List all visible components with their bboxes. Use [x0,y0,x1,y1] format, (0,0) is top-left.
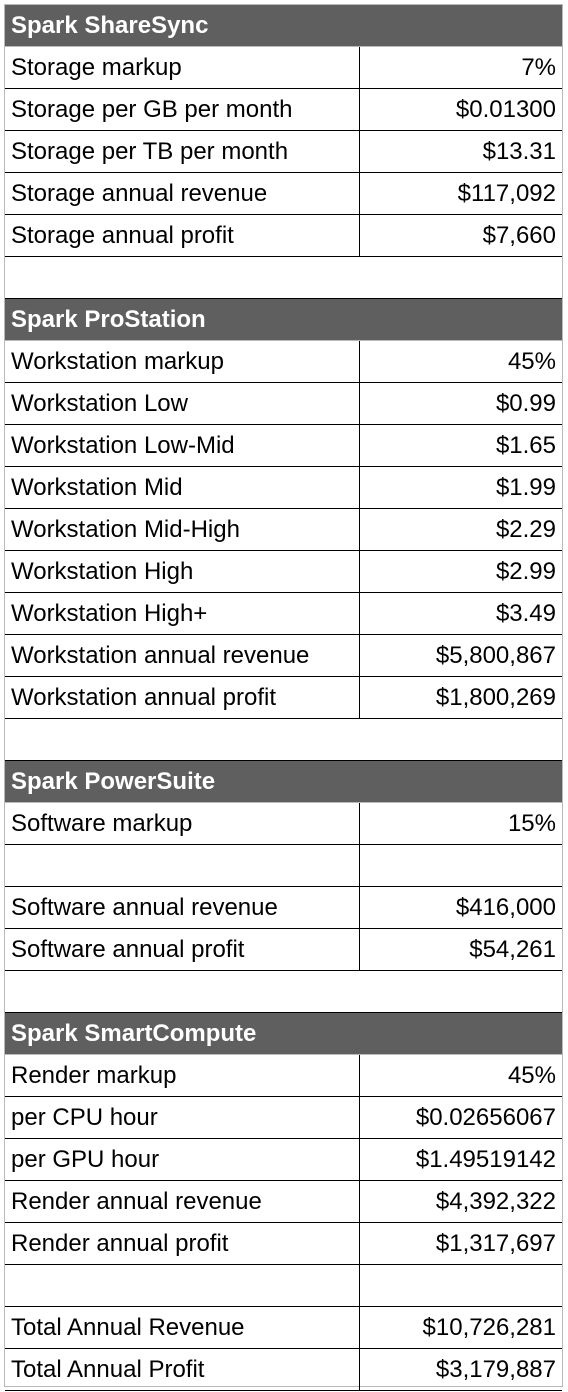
row-label[interactable] [5,1265,360,1306]
table-row[interactable]: Storage per TB per month $13.31 [5,131,562,173]
table-row[interactable]: Render annual profit $1,317,697 [5,1223,562,1265]
row-value[interactable] [360,1265,562,1306]
row-label[interactable]: Storage annual revenue [5,173,360,214]
table-row[interactable]: Software annual profit $54,261 [5,929,562,971]
table-row[interactable]: per CPU hour $0.02656067 [5,1097,562,1139]
row-label[interactable]: Storage annual profit [5,215,360,256]
total-profit-row[interactable]: Total Annual Profit $3,179,887 [5,1349,562,1391]
table-row[interactable]: Workstation High $2.99 [5,551,562,593]
row-value[interactable]: $0.02656067 [415,1103,556,1131]
row-value[interactable]: $117,092 [457,179,556,207]
empty-row[interactable] [5,971,562,1013]
section-header-sharesync[interactable]: Spark ShareSync [5,5,562,47]
row-label[interactable]: Software annual revenue [5,887,360,928]
row-value[interactable]: 45% [507,347,556,375]
table-row[interactable]: Workstation markup 45% [5,341,562,383]
row-value[interactable]: $54,261 [469,935,556,963]
row-label[interactable]: Storage per GB per month [5,89,360,130]
table-row[interactable]: Workstation annual profit $1,800,269 [5,677,562,719]
row-value[interactable]: 45% [507,1061,556,1089]
row-value[interactable]: $416,000 [455,893,556,921]
table-row[interactable]: Software annual revenue $416,000 [5,887,562,929]
empty-row[interactable] [5,1265,562,1307]
row-label[interactable]: Total Annual Profit [5,1349,360,1390]
row-value[interactable]: $1.65 [495,431,556,459]
table-row[interactable]: Render annual revenue $4,392,322 [5,1181,562,1223]
total-revenue-row[interactable]: Total Annual Revenue $10,726,281 [5,1307,562,1349]
row-value[interactable]: $4,392,322 [435,1187,556,1215]
row-label[interactable]: Workstation Low [5,383,360,424]
row-label[interactable]: Storage per TB per month [5,131,360,172]
row-value[interactable]: $7,660 [482,221,556,249]
table-row[interactable]: Workstation Mid-High $2.29 [5,509,562,551]
row-label[interactable]: Workstation Mid [5,467,360,508]
row-label[interactable]: Render annual profit [5,1223,360,1264]
row-value[interactable] [360,845,562,886]
row-value[interactable]: $2.29 [495,515,556,543]
row-label[interactable]: Total Annual Revenue [5,1307,360,1348]
empty-row[interactable] [5,257,562,299]
row-value[interactable]: $0.99 [495,389,556,417]
row-value[interactable]: $13.31 [482,137,556,165]
empty-row[interactable] [5,719,562,761]
row-label[interactable]: Render markup [5,1055,360,1096]
row-value[interactable]: 7% [521,53,556,81]
table-row[interactable]: Storage per GB per month $0.01300 [5,89,562,131]
table-row[interactable]: Workstation Low-Mid $1.65 [5,425,562,467]
row-label[interactable]: Workstation Low-Mid [5,425,360,466]
row-label[interactable]: Software annual profit [5,929,360,970]
row-value[interactable]: 15% [507,809,556,837]
row-label[interactable]: Software markup [5,803,360,844]
row-value[interactable]: $3.49 [495,599,556,627]
row-value[interactable]: $1,800,269 [435,683,556,711]
row-value[interactable]: $1.49519142 [415,1145,556,1173]
row-value[interactable]: $2.99 [495,557,556,585]
row-value[interactable]: $3,179,887 [435,1355,556,1383]
section-header-prostation[interactable]: Spark ProStation [5,299,562,341]
spreadsheet: Spark ShareSync Storage markup 7% Storage… [4,4,563,1391]
row-value[interactable]: $1.99 [495,473,556,501]
section-title: Spark PowerSuite [11,767,216,795]
table-row[interactable]: Workstation Mid $1.99 [5,467,562,509]
row-label[interactable]: Workstation markup [5,341,360,382]
row-value[interactable]: $1,317,697 [435,1229,556,1257]
table-row[interactable]: Storage annual profit $7,660 [5,215,562,257]
row-value[interactable]: $10,726,281 [422,1313,556,1341]
row-label[interactable]: Workstation Mid-High [5,509,360,550]
row-value[interactable]: $0.01300 [455,95,556,123]
table-row[interactable]: per GPU hour $1.49519142 [5,1139,562,1181]
table-row[interactable]: Render markup 45% [5,1055,562,1097]
table-row[interactable]: Storage annual revenue $117,092 [5,173,562,215]
row-label[interactable]: Workstation annual profit [5,677,360,718]
row-value[interactable]: $5,800,867 [435,641,556,669]
row-label[interactable]: Workstation annual revenue [5,635,360,676]
row-label[interactable]: Workstation High [5,551,360,592]
section-title: Spark ProStation [11,305,206,333]
section-title: Spark SmartCompute [11,1019,257,1047]
row-label[interactable]: per GPU hour [5,1139,360,1180]
table-row[interactable]: Workstation annual revenue $5,800,867 [5,635,562,677]
table-row[interactable]: Storage markup 7% [5,47,562,89]
table-row[interactable]: Workstation High+ $3.49 [5,593,562,635]
row-label[interactable]: Render annual revenue [5,1181,360,1222]
row-label[interactable]: per CPU hour [5,1097,360,1138]
table-row[interactable]: Software markup 15% [5,803,562,845]
row-label[interactable] [5,845,360,886]
table-row[interactable] [5,845,562,887]
row-label[interactable]: Storage markup [5,47,360,88]
section-header-smartcompute[interactable]: Spark SmartCompute [5,1013,562,1055]
section-header-powersuite[interactable]: Spark PowerSuite [5,761,562,803]
table-row[interactable]: Workstation Low $0.99 [5,383,562,425]
section-title: Spark ShareSync [11,11,209,39]
row-label[interactable]: Workstation High+ [5,593,360,634]
